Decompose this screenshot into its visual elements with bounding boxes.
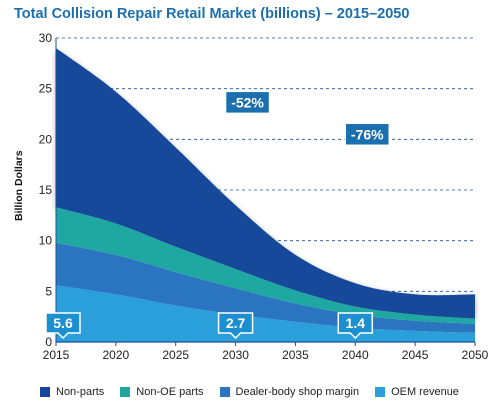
legend-label: Dealer-body shop margin xyxy=(235,386,360,398)
chart-title: Total Collision Repair Retail Market (bi… xyxy=(14,6,410,22)
data-label: 2.7 xyxy=(226,315,246,331)
annotation-arrowhead xyxy=(243,200,252,209)
area-non-oe-parts xyxy=(56,207,475,324)
x-tick-label: 2045 xyxy=(402,348,429,362)
y-tick-label: 0 xyxy=(45,335,52,349)
y-tick-label: 15 xyxy=(39,183,53,197)
x-tick-label: 2050 xyxy=(462,348,489,362)
x-tick-label: 2040 xyxy=(342,348,369,362)
legend-label: Non-OE parts xyxy=(136,386,204,398)
legend-swatch xyxy=(120,387,131,397)
y-tick-label: 20 xyxy=(39,132,53,146)
legend-label: Non-parts xyxy=(56,386,105,398)
y-tick-label: 10 xyxy=(39,234,53,248)
legend-item-non-oe-parts: Non-OE parts xyxy=(120,386,204,398)
grid xyxy=(56,37,475,292)
legend-swatch xyxy=(375,387,386,397)
area-non-parts xyxy=(56,48,475,319)
area-oem-revenue xyxy=(56,285,475,342)
legend-item-non-parts: Non-parts xyxy=(40,386,104,398)
area-series xyxy=(56,48,475,342)
x-tick-label: 2020 xyxy=(103,348,130,362)
x-tick-label: 2025 xyxy=(162,348,189,362)
legend-swatch xyxy=(40,387,50,397)
legend: Non-parts Non-OE parts Dealer-body shop … xyxy=(40,382,500,402)
x-tick-label: 2030 xyxy=(222,348,249,362)
legend-swatch xyxy=(219,387,230,397)
annotation-box xyxy=(344,122,391,147)
legend-label: OEM revenue xyxy=(391,386,459,398)
data-label-callout xyxy=(337,312,374,340)
data-label: 5.6 xyxy=(53,315,73,331)
y-tick-label: 25 xyxy=(39,82,53,96)
annotation-label: -76% xyxy=(351,126,384,142)
x-tick-label: 2035 xyxy=(282,348,309,362)
annotation-arrowhead xyxy=(363,264,372,273)
legend-item-dealer-body-shop-margin: Dealer-body shop margin xyxy=(219,386,360,398)
annotation-label: -52% xyxy=(231,94,264,110)
legend-item-oem-revenue: OEM revenue xyxy=(375,386,459,398)
data-label-callout xyxy=(217,312,254,340)
data-label: 1.4 xyxy=(346,315,366,331)
data-label-callout xyxy=(45,312,81,340)
annotation-box xyxy=(224,90,271,115)
x-tick-label: 2015 xyxy=(43,348,70,362)
annotations: -52% -76% 5.6 2.7 1.4 xyxy=(45,40,391,340)
area-dealer-body-shop-margin xyxy=(56,242,475,333)
y-tick-label: 30 xyxy=(39,31,53,45)
y-tick-label: 5 xyxy=(45,284,52,298)
